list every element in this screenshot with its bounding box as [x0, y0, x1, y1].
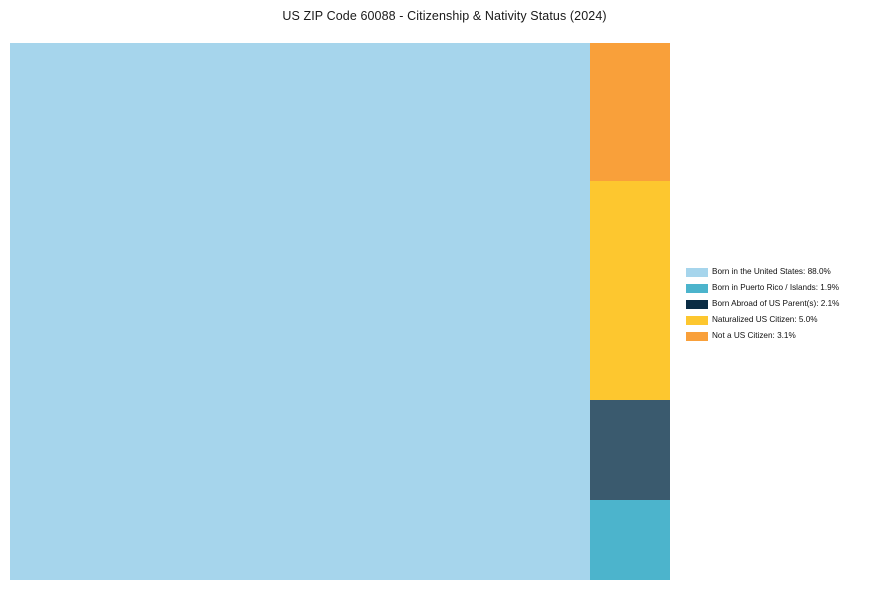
legend-item-label: Born in Puerto Rico / Islands: 1.9%	[712, 282, 839, 292]
legend-color-swatch	[686, 299, 708, 309]
treemap-plot-area	[10, 43, 670, 580]
legend-item[interactable]: Born in the United States: 88.0%	[686, 264, 886, 280]
legend-item[interactable]: Born in Puerto Rico / Islands: 1.9%	[686, 280, 886, 296]
legend-item[interactable]: Naturalized US Citizen: 5.0%	[686, 312, 886, 328]
legend-color-swatch	[686, 267, 708, 277]
legend-item[interactable]: Not a US Citizen: 3.1%	[686, 328, 886, 344]
legend-color-swatch	[686, 331, 708, 341]
treemap-tile[interactable]	[590, 43, 670, 181]
treemap-tile[interactable]	[10, 43, 590, 580]
chart-title: US ZIP Code 60088 - Citizenship & Nativi…	[282, 9, 607, 23]
treemap-tile[interactable]	[590, 500, 670, 580]
legend-color-swatch	[686, 315, 708, 325]
legend-item[interactable]: Born Abroad of US Parent(s): 2.1%	[686, 296, 886, 312]
legend-item-label: Born in the United States: 88.0%	[712, 266, 831, 276]
treemap-tile[interactable]	[590, 400, 670, 500]
treemap-tile[interactable]	[590, 181, 670, 400]
legend-item-label: Born Abroad of US Parent(s): 2.1%	[712, 298, 840, 308]
legend-color-swatch	[686, 283, 708, 293]
legend-item-label: Naturalized US Citizen: 5.0%	[712, 314, 818, 324]
chart-legend: Born in the United States: 88.0% Born in …	[686, 264, 886, 344]
legend-item-label: Not a US Citizen: 3.1%	[712, 330, 796, 340]
